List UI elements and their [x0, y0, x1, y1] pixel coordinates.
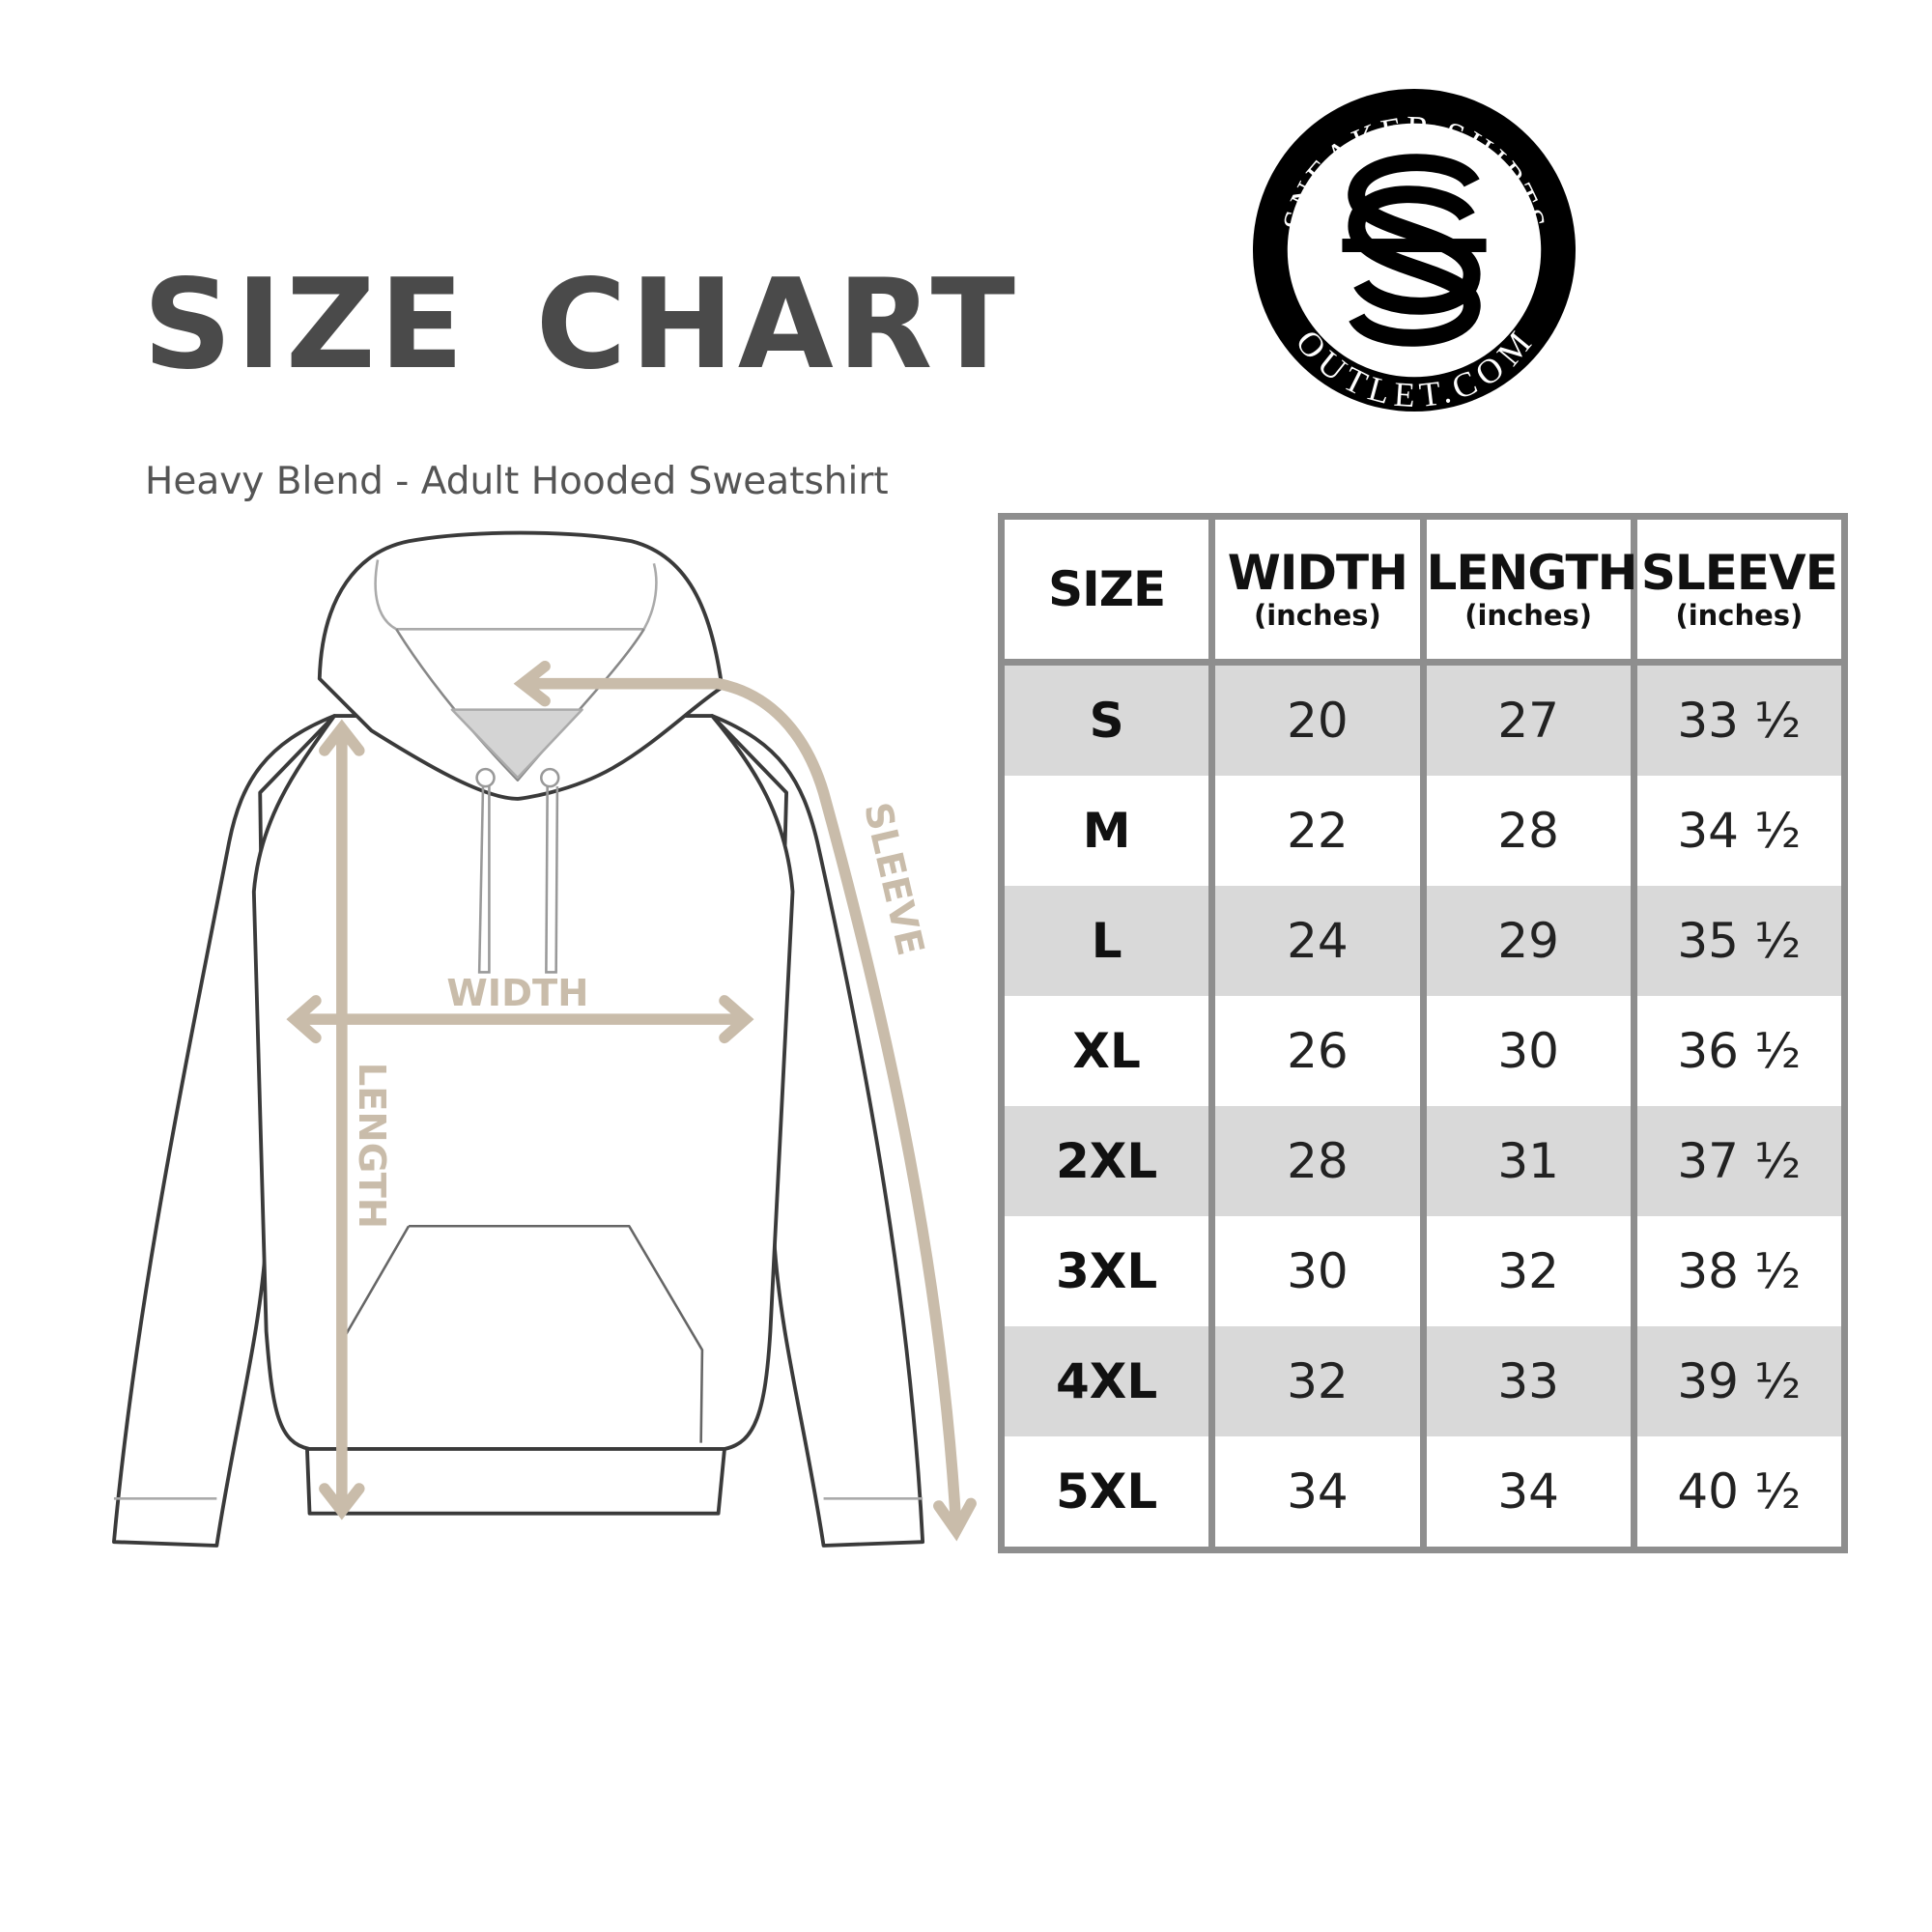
- length-cell: 30: [1419, 996, 1637, 1106]
- size-cell: L: [997, 886, 1216, 996]
- header-length: LENGTH (inches): [1419, 516, 1637, 666]
- page-title: SIZE CHART: [143, 253, 1019, 397]
- product-subtitle: Heavy Blend - Adult Hooded Sweatshirt: [145, 460, 889, 503]
- table-row: 5XL 34 34 40 ½: [997, 1436, 1849, 1550]
- header-sleeve: SLEEVE (inches): [1630, 516, 1849, 666]
- sleeve-arrow: [513, 660, 977, 1542]
- size-cell: S: [997, 662, 1216, 776]
- length-cell: 28: [1419, 776, 1637, 886]
- brand-logo: SNEAKER SHIRTS OUTLET.COM: [1252, 88, 1577, 413]
- width-cell: 24: [1208, 886, 1427, 996]
- table-row: 2XL 28 31 37 ½: [997, 1106, 1849, 1216]
- length-cell: 27: [1419, 662, 1637, 776]
- length-label: LENGTH: [350, 1063, 393, 1229]
- sleeve-cell: 37 ½: [1630, 1106, 1849, 1216]
- width-arrow: [286, 995, 754, 1044]
- table-header-row: SIZE WIDTH (inches) LENGTH (inches) SLEEVE…: [997, 516, 1849, 666]
- length-cell: 34: [1419, 1436, 1637, 1550]
- table-row: M 22 28 34 ½: [997, 776, 1849, 886]
- sleeve-cell: 38 ½: [1630, 1216, 1849, 1326]
- sleeve-cell: 35 ½: [1630, 886, 1849, 996]
- size-cell: 3XL: [997, 1216, 1216, 1326]
- sleeve-cell: 36 ½: [1630, 996, 1849, 1106]
- size-table: SIZE WIDTH (inches) LENGTH (inches) SLEEVE…: [997, 513, 1849, 1553]
- table-row: 3XL 30 32 38 ½: [997, 1216, 1849, 1326]
- length-cell: 32: [1419, 1216, 1637, 1326]
- sleeve-cell: 34 ½: [1630, 776, 1849, 886]
- monogram-icon: [1348, 154, 1481, 347]
- length-cell: 31: [1419, 1106, 1637, 1216]
- size-cell: M: [997, 776, 1216, 886]
- length-cell: 29: [1419, 886, 1637, 996]
- size-cell: XL: [997, 996, 1216, 1106]
- width-cell: 34: [1208, 1436, 1427, 1550]
- header-width: WIDTH (inches): [1208, 516, 1427, 666]
- sleeve-cell: 39 ½: [1630, 1326, 1849, 1436]
- length-cell: 33: [1419, 1326, 1637, 1436]
- width-cell: 20: [1208, 662, 1427, 776]
- hoodie-outline: [112, 530, 925, 1548]
- sleeve-cell: 40 ½: [1630, 1436, 1849, 1550]
- width-cell: 32: [1208, 1326, 1427, 1436]
- table-row: XL 26 30 36 ½: [997, 996, 1849, 1106]
- drawstrings: [475, 767, 560, 974]
- header-size: SIZE: [997, 516, 1216, 666]
- width-cell: 28: [1208, 1106, 1427, 1216]
- size-cell: 5XL: [997, 1436, 1216, 1550]
- table-row: L 24 29 35 ½: [997, 886, 1849, 996]
- width-cell: 26: [1208, 996, 1427, 1106]
- table-row: S 20 27 33 ½: [997, 662, 1849, 776]
- width-label: WIDTH: [446, 972, 588, 1015]
- size-cell: 2XL: [997, 1106, 1216, 1216]
- sleeve-cell: 33 ½: [1630, 662, 1849, 776]
- length-arrow: [319, 719, 365, 1520]
- measure-arrows: [286, 660, 977, 1542]
- table-row: 4XL 32 33 39 ½: [997, 1326, 1849, 1436]
- size-cell: 4XL: [997, 1326, 1216, 1436]
- width-cell: 22: [1208, 776, 1427, 886]
- width-cell: 30: [1208, 1216, 1427, 1326]
